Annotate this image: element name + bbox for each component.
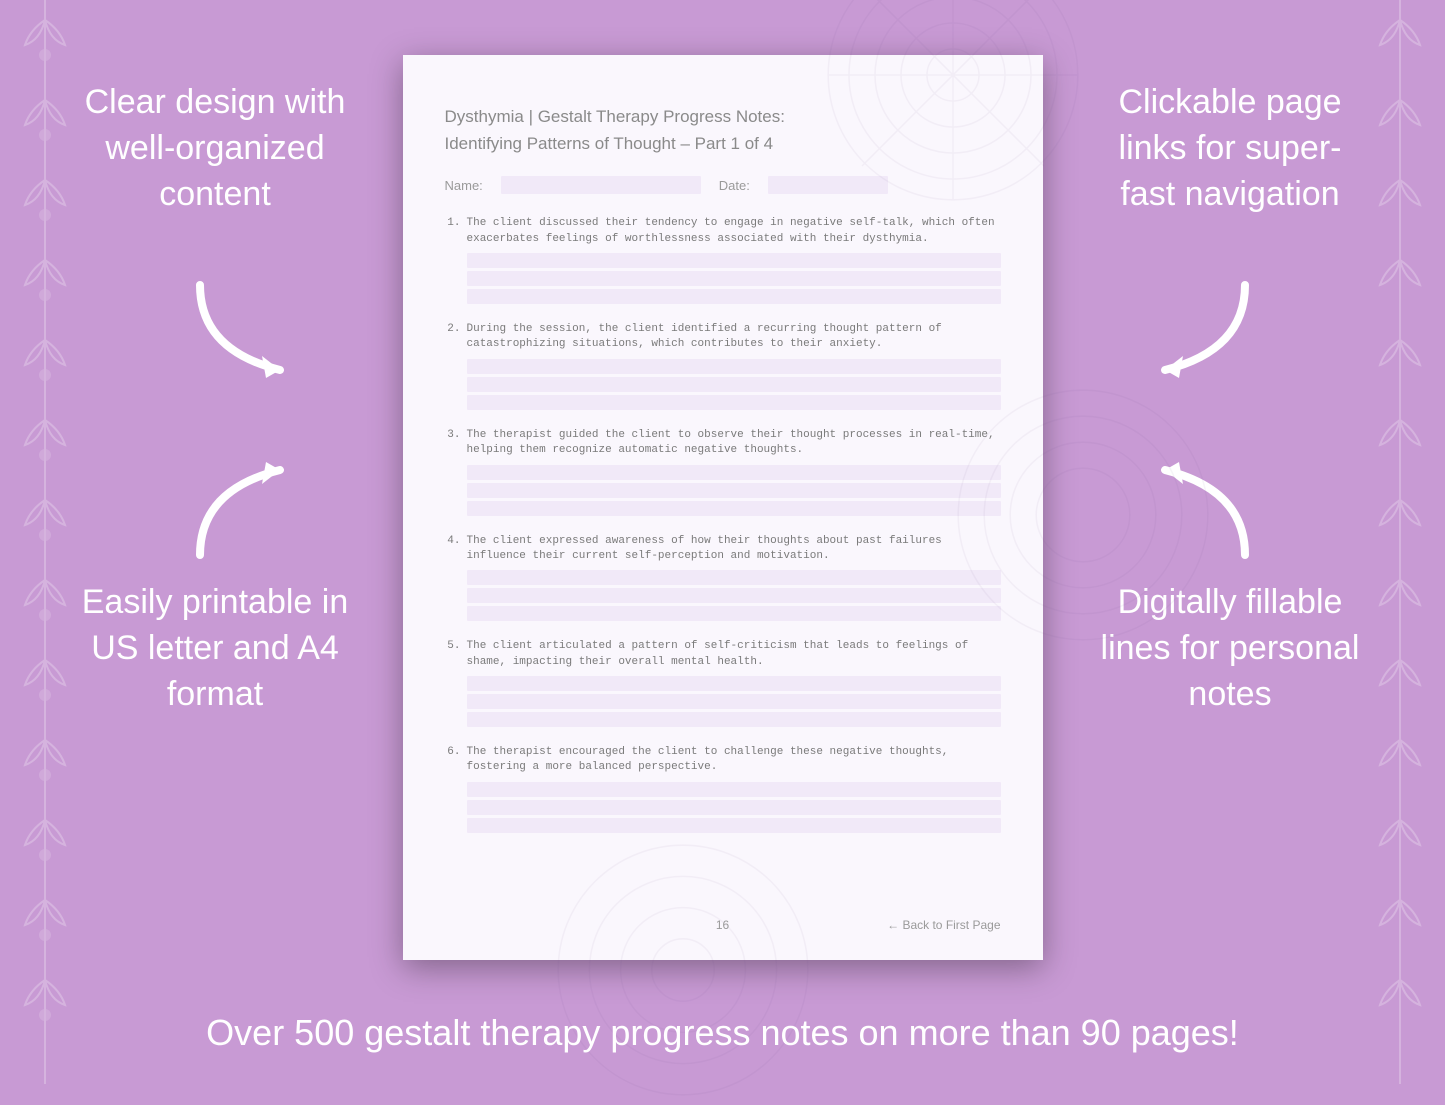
fillable-lines[interactable] <box>467 570 1001 621</box>
item-text: The client discussed their tendency to e… <box>467 216 1001 247</box>
leaf-border-left <box>10 0 80 1084</box>
item-number: 6. <box>445 745 461 776</box>
callout-bottom-left: Easily printable in US letter and A4 for… <box>80 580 350 718</box>
bottom-banner: Over 500 gestalt therapy progress notes … <box>0 1012 1445 1054</box>
fillable-line[interactable] <box>467 800 1001 815</box>
fillable-line[interactable] <box>467 395 1001 410</box>
fillable-line[interactable] <box>467 676 1001 691</box>
fillable-lines[interactable] <box>467 253 1001 304</box>
progress-note-item: 6.The therapist encouraged the client to… <box>445 745 1001 833</box>
name-date-row: Name: Date: <box>445 176 1001 194</box>
progress-note-item: 5.The client articulated a pattern of se… <box>445 639 1001 727</box>
fillable-line[interactable] <box>467 253 1001 268</box>
fillable-lines[interactable] <box>467 359 1001 410</box>
fillable-line[interactable] <box>467 782 1001 797</box>
document-page: Dysthymia | Gestalt Therapy Progress Not… <box>403 55 1043 960</box>
fillable-line[interactable] <box>467 377 1001 392</box>
arrow-top-right-icon <box>1135 270 1265 400</box>
page-title-line2: Identifying Patterns of Thought – Part 1… <box>445 134 1001 154</box>
progress-note-item: 2.During the session, the client identif… <box>445 322 1001 410</box>
fillable-line[interactable] <box>467 501 1001 516</box>
arrow-top-left-icon <box>180 270 310 400</box>
fillable-line[interactable] <box>467 818 1001 833</box>
fillable-line[interactable] <box>467 712 1001 727</box>
fillable-line[interactable] <box>467 588 1001 603</box>
page-number: 16 <box>716 918 729 932</box>
fillable-line[interactable] <box>467 483 1001 498</box>
fillable-lines[interactable] <box>467 465 1001 516</box>
item-number: 3. <box>445 428 461 459</box>
date-label: Date: <box>719 178 750 193</box>
progress-note-item: 4.The client expressed awareness of how … <box>445 534 1001 622</box>
fillable-lines[interactable] <box>467 676 1001 727</box>
name-field[interactable] <box>501 176 701 194</box>
callout-top-left: Clear design with well-organized content <box>80 80 350 218</box>
progress-note-item: 1.The client discussed their tendency to… <box>445 216 1001 304</box>
mandala-decoration-icon <box>553 840 813 1100</box>
name-label: Name: <box>445 178 483 193</box>
item-text: The client articulated a pattern of self… <box>467 639 1001 670</box>
fillable-line[interactable] <box>467 465 1001 480</box>
fillable-line[interactable] <box>467 606 1001 621</box>
item-number: 4. <box>445 534 461 565</box>
page-footer: 16 ← Back to First Page <box>445 918 1001 932</box>
callout-bottom-right: Digitally fillable lines for personal no… <box>1095 580 1365 718</box>
item-text: The therapist guided the client to obser… <box>467 428 1001 459</box>
page-title-line1: Dysthymia | Gestalt Therapy Progress Not… <box>445 103 1001 130</box>
fillable-line[interactable] <box>467 271 1001 286</box>
callout-top-right: Clickable page links for super-fast navi… <box>1095 80 1365 218</box>
item-text: The therapist encouraged the client to c… <box>467 745 1001 776</box>
fillable-line[interactable] <box>467 570 1001 585</box>
arrow-bottom-left-icon <box>180 440 310 570</box>
date-field[interactable] <box>768 176 888 194</box>
item-text: The client expressed awareness of how th… <box>467 534 1001 565</box>
leaf-border-right <box>1365 0 1435 1084</box>
fillable-line[interactable] <box>467 694 1001 709</box>
back-to-first-link[interactable]: ← Back to First Page <box>887 918 1000 932</box>
items-list: 1.The client discussed their tendency to… <box>445 216 1001 833</box>
item-text: During the session, the client identifie… <box>467 322 1001 353</box>
item-number: 1. <box>445 216 461 247</box>
fillable-lines[interactable] <box>467 782 1001 833</box>
fillable-line[interactable] <box>467 289 1001 304</box>
arrow-bottom-right-icon <box>1135 440 1265 570</box>
progress-note-item: 3.The therapist guided the client to obs… <box>445 428 1001 516</box>
fillable-line[interactable] <box>467 359 1001 374</box>
item-number: 5. <box>445 639 461 670</box>
item-number: 2. <box>445 322 461 353</box>
